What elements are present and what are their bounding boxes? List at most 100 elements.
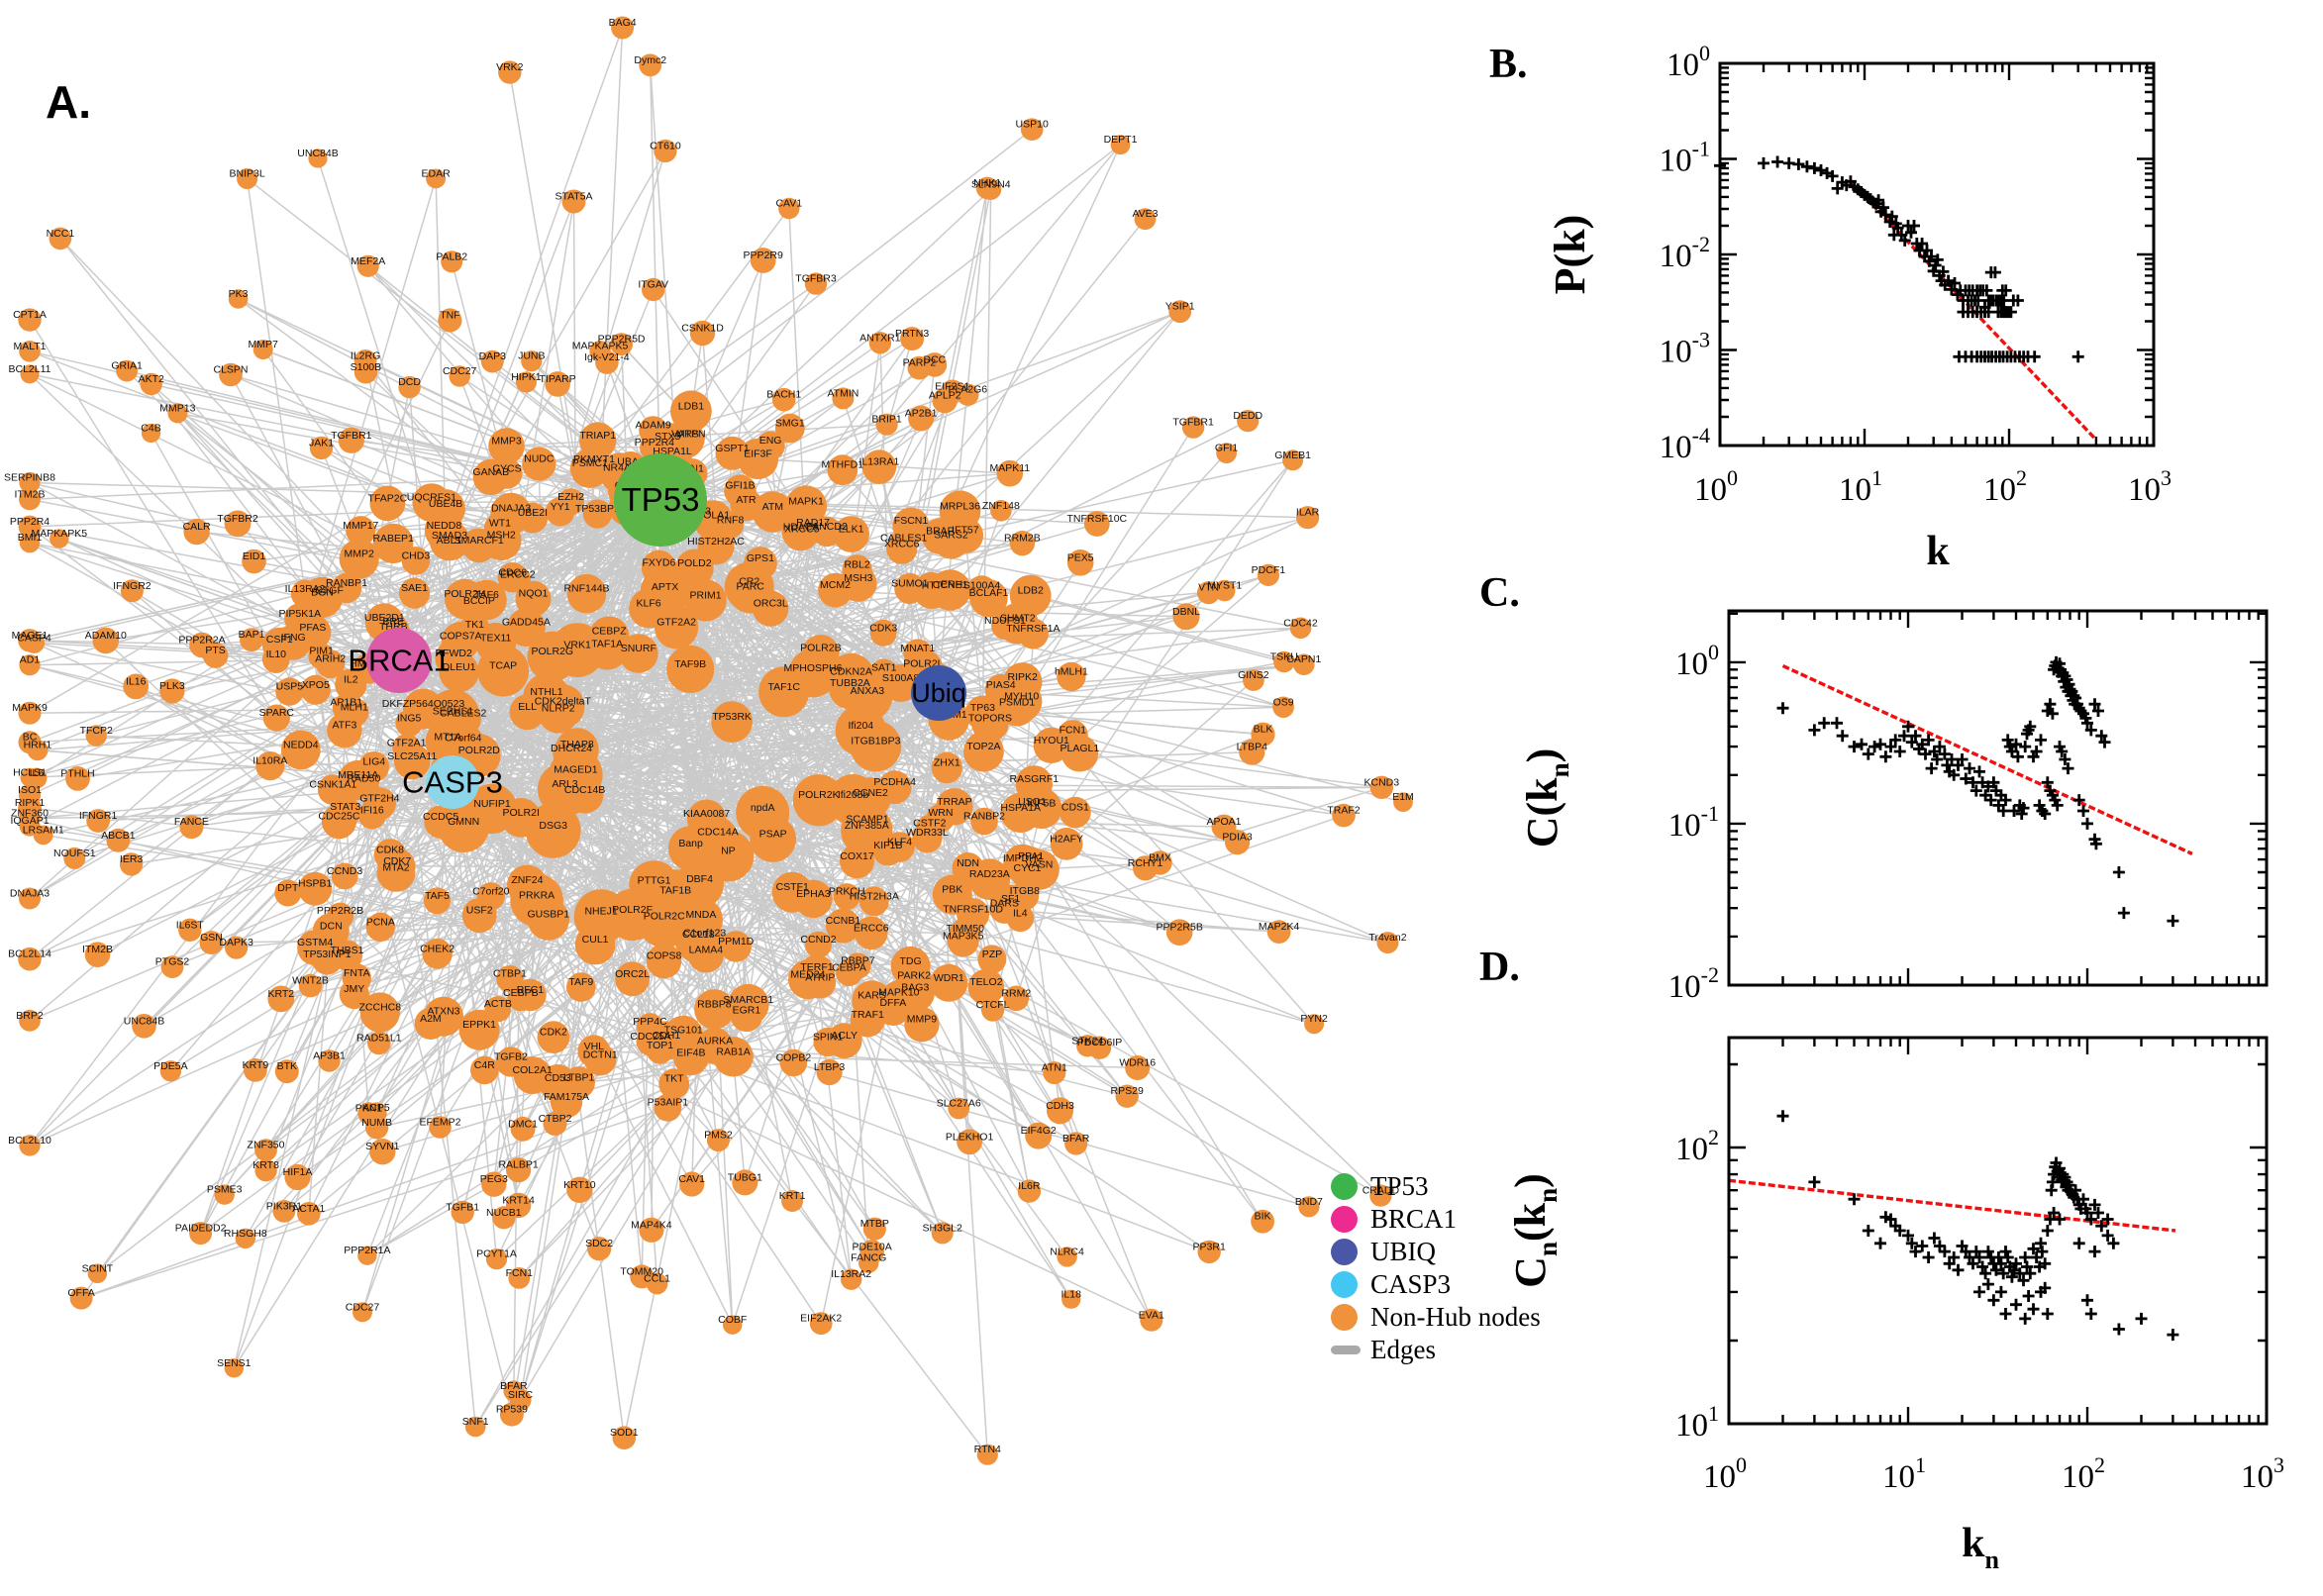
fit-line (1728, 1178, 2176, 1233)
network-node (510, 1116, 536, 1142)
network-node (1043, 1061, 1066, 1085)
network-node (321, 804, 356, 840)
network-node (1140, 1308, 1163, 1332)
network-node-label: IL13RA2 (285, 583, 326, 595)
network-node (87, 1263, 108, 1284)
network-node (930, 963, 968, 1002)
network-node-label: PPA1 (1018, 850, 1044, 862)
network-node (438, 308, 462, 333)
network-node (228, 289, 249, 309)
network-node-label: THBS1 (331, 945, 364, 956)
network-node-label: ATF3 (332, 720, 356, 732)
network-node-label: MMP7 (249, 339, 278, 350)
network-node-label: MYH10 (1004, 691, 1039, 703)
network-node-label: RIPK2 (1008, 671, 1039, 683)
network-node-label: TNFRSF10D (943, 904, 1003, 916)
network-node-label: CCNB1 (826, 915, 861, 927)
network-node-label: GANAB (472, 466, 509, 478)
network-node-label: RHSGH8 (224, 1228, 267, 1240)
network-node-label: TSG101 (664, 1025, 703, 1037)
network-node-label: CALR (183, 521, 211, 533)
network-node-label: IL2 (344, 674, 358, 686)
network-node-label: RASGRF1 (1010, 773, 1060, 785)
network-node-label: H2AFY (1050, 833, 1083, 845)
network-node (1332, 803, 1356, 828)
network-node-label: MAP2K4 (1259, 921, 1300, 933)
network-node (689, 320, 716, 347)
panel-c-label: C. (1479, 570, 1520, 616)
network-node-label: TGFB1 (446, 1201, 479, 1213)
network-node-label: POLR2H (444, 588, 485, 600)
network-node-label: IL13RA2 (831, 1268, 871, 1280)
panel-a-label: A. (46, 76, 91, 128)
network-node-label: BCL2L10 (8, 1135, 51, 1147)
network-node-label: NDUFS1 (984, 615, 1026, 627)
network-node (1197, 1240, 1221, 1264)
network-node (537, 1021, 570, 1053)
network-node (327, 712, 362, 748)
network-node (840, 844, 874, 879)
tick-label: 101 (1882, 1452, 1926, 1495)
network-node-label: RCHY1 (1128, 857, 1163, 869)
network-node-label: COX17 (840, 850, 874, 862)
network-node-label: NUMB (361, 1117, 392, 1129)
network-node-label: BCL2L14 (8, 948, 51, 960)
network-node-label: RAB1A (716, 1046, 750, 1057)
network-node-label: TGFBR1 (1172, 417, 1214, 429)
network-node (240, 628, 263, 652)
network-node-label: PIM1 (309, 646, 334, 657)
network-node (646, 1272, 668, 1295)
network-node (579, 422, 617, 459)
network-node-label: NUFIP1 (473, 798, 511, 810)
network-node (84, 942, 111, 967)
network-node-label: SMARCF1 (454, 535, 504, 547)
plot-panel-d: 100 101 102 103 102 101 kn Cn(kn) (1506, 1036, 2284, 1574)
network-node (19, 1135, 41, 1156)
network-node (254, 1139, 277, 1161)
network-node-label: NLRC4 (1050, 1246, 1084, 1257)
network-node (527, 898, 569, 941)
network-node-label: CTBP1 (493, 968, 527, 980)
network-node-label: WRN (928, 807, 953, 819)
network-node-label: SERPINB8 (4, 472, 55, 484)
network-node (869, 619, 897, 647)
network-node-label: TDG (900, 955, 922, 967)
network-node-label: JUNB (518, 350, 545, 362)
network-node (275, 677, 304, 706)
network-node-label: C7orf64 (445, 732, 482, 744)
network-node-label: CDKN2A (830, 666, 872, 678)
network-node (507, 608, 546, 648)
network-node (939, 490, 981, 533)
network-node-label: IL4 (1013, 907, 1028, 919)
network-node (309, 436, 334, 460)
network-node-label: MNAT1 (900, 643, 935, 654)
network-node-label: CDC14B (564, 784, 605, 796)
network-node (509, 694, 546, 731)
network-node (1083, 511, 1110, 537)
network-node (521, 350, 543, 372)
network-node (225, 936, 249, 959)
network-node-label: CDK3 (869, 622, 897, 634)
network-node (654, 1093, 682, 1122)
network-node-label: ATRIP (805, 972, 835, 984)
network-graph: TP53RK KIAA0087 THAP8 CDC14B MAGED1 DHCR24 CDC… (4, 16, 1414, 1465)
network-node-label: HYOU1 (1034, 735, 1069, 747)
network-node-label: PPP2R4 (635, 437, 674, 449)
network-node-label: PPP2R2A (178, 635, 225, 647)
network-node (395, 709, 423, 737)
network-node-label: TAF1A (591, 639, 623, 650)
network-node-label: RAD50 (347, 772, 380, 784)
network-node-label: MSH2 (487, 530, 516, 542)
network-node (69, 1286, 93, 1310)
network-node (744, 547, 777, 580)
network-node-label: ING5 (397, 712, 422, 724)
network-node (868, 332, 892, 354)
network-node (373, 523, 414, 564)
legend-node-swatch (1331, 1173, 1358, 1200)
network-node (441, 250, 463, 273)
network-node-label: ZNF385A (845, 820, 889, 832)
network-node (1061, 1289, 1081, 1309)
network-node (836, 959, 862, 987)
network-node (441, 622, 480, 660)
network-node-label: SMAD3 (432, 530, 467, 542)
